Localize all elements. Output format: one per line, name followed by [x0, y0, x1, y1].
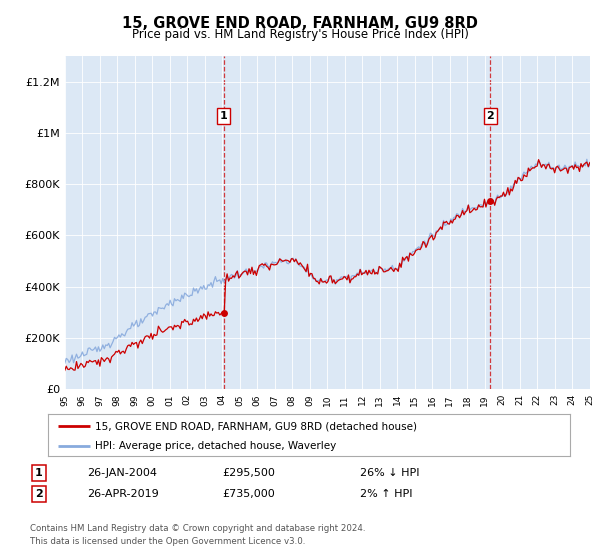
Text: £295,500: £295,500: [222, 468, 275, 478]
Text: 15, GROVE END ROAD, FARNHAM, GU9 8RD: 15, GROVE END ROAD, FARNHAM, GU9 8RD: [122, 16, 478, 31]
Text: 2: 2: [35, 489, 43, 499]
Text: 2% ↑ HPI: 2% ↑ HPI: [360, 489, 413, 499]
Text: £735,000: £735,000: [222, 489, 275, 499]
Text: HPI: Average price, detached house, Waverley: HPI: Average price, detached house, Wave…: [95, 441, 336, 451]
Text: This data is licensed under the Open Government Licence v3.0.: This data is licensed under the Open Gov…: [30, 537, 305, 546]
Text: Contains HM Land Registry data © Crown copyright and database right 2024.: Contains HM Land Registry data © Crown c…: [30, 524, 365, 533]
Text: Price paid vs. HM Land Registry's House Price Index (HPI): Price paid vs. HM Land Registry's House …: [131, 28, 469, 41]
Text: 1: 1: [220, 111, 227, 121]
Text: 2: 2: [487, 111, 494, 121]
Text: 15, GROVE END ROAD, FARNHAM, GU9 8RD (detached house): 15, GROVE END ROAD, FARNHAM, GU9 8RD (de…: [95, 421, 417, 431]
Text: 26-APR-2019: 26-APR-2019: [87, 489, 159, 499]
Text: 26% ↓ HPI: 26% ↓ HPI: [360, 468, 419, 478]
Text: 1: 1: [35, 468, 43, 478]
Text: 26-JAN-2004: 26-JAN-2004: [87, 468, 157, 478]
